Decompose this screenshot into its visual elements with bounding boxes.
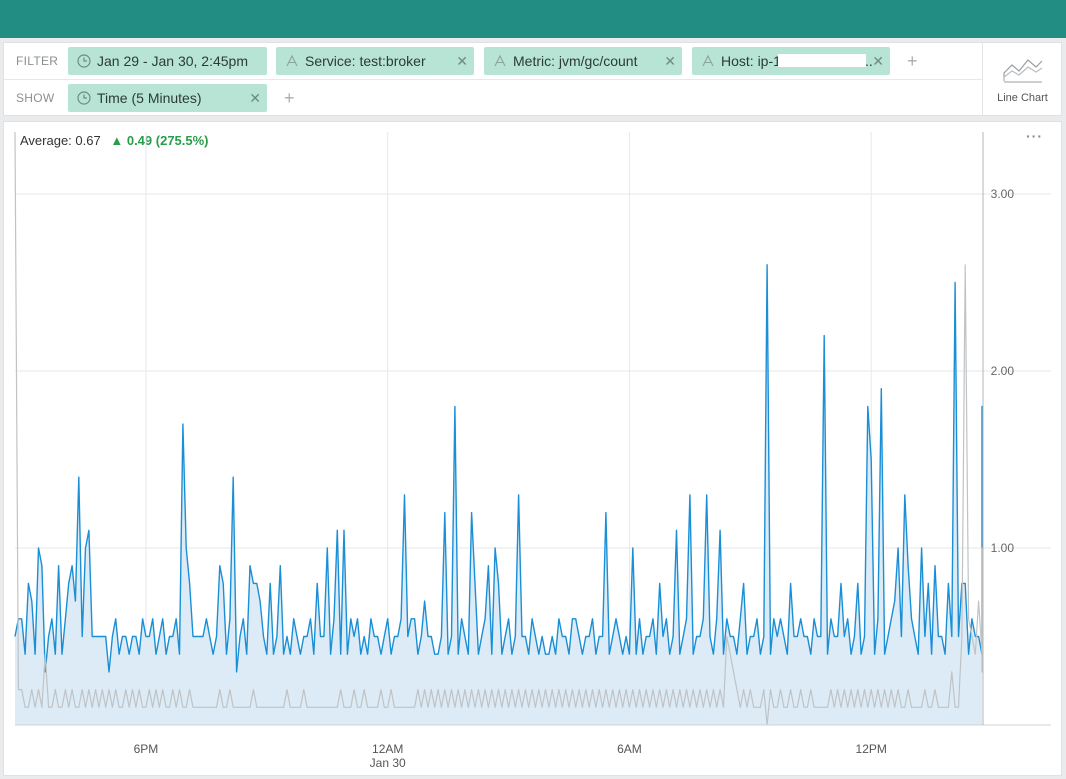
remove-filter-icon[interactable]: ✕: [872, 53, 884, 69]
show-pill-time-bucket[interactable]: Time (5 Minutes) ✕: [68, 84, 267, 112]
up-triangle-icon: ▲: [110, 133, 124, 148]
remove-filter-icon[interactable]: ✕: [456, 53, 468, 69]
remove-filter-icon[interactable]: ✕: [664, 53, 676, 69]
attribute-icon: [493, 54, 507, 68]
more-options-icon[interactable]: ···: [1026, 128, 1043, 144]
x-tick-label: 6AM: [617, 742, 642, 756]
filter-pill-label: Service: test:broker: [305, 53, 426, 69]
filter-pill-host[interactable]: Host: ip-1 .. ✕: [692, 47, 890, 75]
y-tick-label: 3.00: [991, 187, 1015, 201]
filter-pill-ellipsis: ..: [865, 53, 873, 69]
filter-label: FILTER: [16, 54, 59, 68]
x-tick-label: 6PM: [134, 742, 159, 756]
attribute-icon: [701, 54, 715, 68]
x-tick-label: 12PM: [856, 742, 887, 756]
chart-type-selector[interactable]: Line Chart: [982, 43, 1062, 115]
filter-pill-time-range[interactable]: Jan 29 - Jan 30, 2:45pm: [68, 47, 267, 75]
line-chart-icon: [1002, 55, 1043, 88]
x-tick-sublabel: Jan 30: [370, 756, 406, 770]
show-pill-label: Time (5 Minutes): [97, 90, 202, 106]
attribute-icon: [285, 54, 299, 68]
series-line-comparison: [14, 131, 983, 726]
filter-pill-service[interactable]: Service: test:broker ✕: [276, 47, 474, 75]
series-line-current: [14, 264, 983, 673]
clock-icon: [77, 91, 91, 105]
y-tick-label: 1.00: [991, 541, 1015, 555]
filter-pill-label: Metric: jvm/gc/count: [513, 53, 638, 69]
add-filter-button[interactable]: +: [907, 51, 918, 71]
chart-series: [14, 131, 983, 726]
remove-show-icon[interactable]: ✕: [249, 90, 261, 106]
chart-type-label: Line Chart: [997, 91, 1048, 104]
clock-icon: [77, 54, 91, 68]
chart-area-fill: [15, 264, 982, 725]
average-summary: Average: 0.67 ▲ 0.49 (275.5%): [20, 133, 209, 148]
redaction-box: [778, 54, 866, 67]
series-area-current: [15, 264, 982, 725]
show-row: SHOW Time (5 Minutes) ✕ +: [4, 80, 982, 116]
filter-row: FILTER Jan 29 - Jan 30, 2:45pm Service: …: [4, 43, 982, 80]
add-show-button[interactable]: +: [284, 88, 295, 108]
filter-pill-label: Host: ip-1: [721, 53, 781, 69]
average-change-value: 0.49 (275.5%): [126, 133, 209, 148]
average-label: Average: 0.67: [20, 133, 101, 148]
chart-panel: Average: 0.67 ▲ 0.49 (275.5%) ··· 1.00 2.…: [3, 121, 1062, 776]
app-header-bar: [0, 0, 1066, 38]
show-label: SHOW: [16, 91, 55, 105]
filter-pill-metric[interactable]: Metric: jvm/gc/count ✕: [484, 47, 682, 75]
filter-pill-label: Jan 29 - Jan 30, 2:45pm: [97, 53, 248, 69]
y-tick-label: 2.00: [991, 364, 1015, 378]
query-builder: FILTER Jan 29 - Jan 30, 2:45pm Service: …: [3, 42, 1062, 116]
x-tick-label: 12AM: [372, 742, 403, 756]
average-change: ▲ 0.49 (275.5%): [110, 133, 208, 148]
